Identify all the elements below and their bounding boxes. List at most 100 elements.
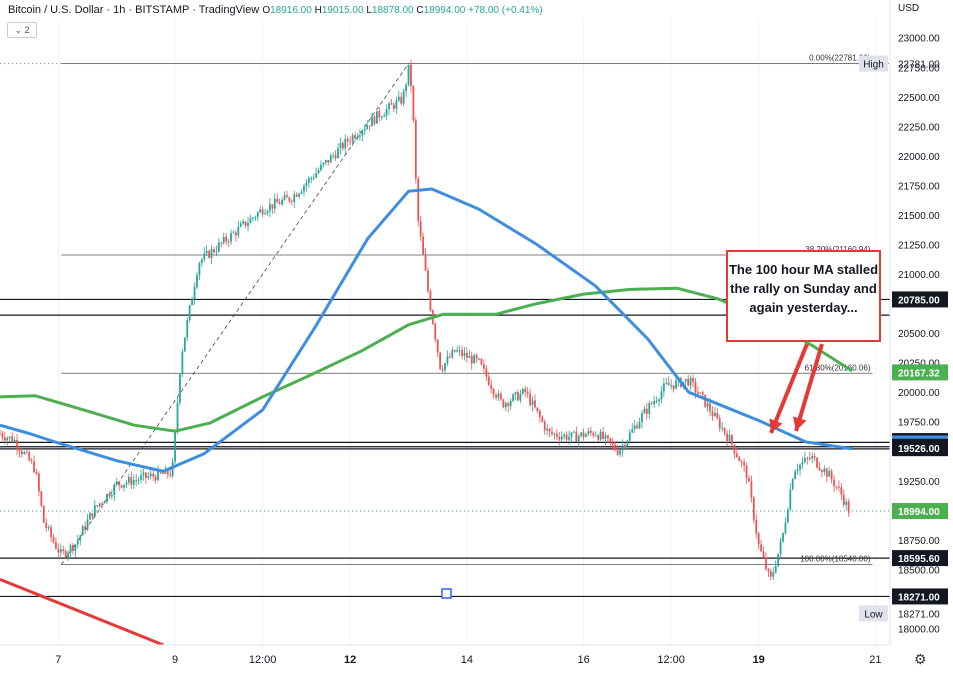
candle-body xyxy=(648,403,651,414)
candle-body xyxy=(587,430,590,435)
candle-body xyxy=(519,393,522,401)
candle-body xyxy=(247,222,249,227)
candle-body xyxy=(692,377,694,382)
candle-body xyxy=(81,526,84,536)
price-tick-label: 21000.00 xyxy=(898,270,940,281)
candle-body xyxy=(551,431,553,434)
candle-body xyxy=(611,442,614,445)
candle-body xyxy=(414,120,417,179)
candle-body xyxy=(818,467,821,471)
candle-body xyxy=(395,100,398,109)
candle-body xyxy=(174,430,176,462)
candle-body xyxy=(699,392,702,394)
candle-body xyxy=(283,195,286,200)
price-tick-label: 22500.00 xyxy=(898,93,940,104)
candle-body xyxy=(672,385,675,389)
candle-body xyxy=(529,393,532,406)
candle-body xyxy=(254,217,257,219)
price-badge-label: 20167.32 xyxy=(898,368,940,379)
candle-body xyxy=(196,275,198,288)
candle-body xyxy=(538,410,541,418)
candle-body xyxy=(166,468,169,475)
candle-body xyxy=(801,462,804,465)
candle-body xyxy=(203,253,206,260)
price-badge-label: 18595.60 xyxy=(898,554,940,565)
fib-level-label: 61.80%(20160.06) xyxy=(805,363,871,372)
candle-body xyxy=(803,457,806,463)
collapse-indicators-button[interactable]: ⌄ 2 xyxy=(7,22,37,38)
candle-body xyxy=(483,364,485,369)
candle-body xyxy=(349,141,352,143)
symbol-header[interactable]: Bitcoin / U.S. Dollar · 1h · BITSTAMP · … xyxy=(8,4,543,16)
candle-body xyxy=(334,155,337,159)
extreme-label-text: Low xyxy=(864,609,883,620)
candle-body xyxy=(628,432,631,441)
candle-body xyxy=(402,91,405,104)
candle-body xyxy=(757,533,760,545)
ma100-line xyxy=(0,187,853,473)
candle-body xyxy=(380,116,383,118)
gear-icon[interactable]: ⚙ xyxy=(914,651,927,667)
candle-body xyxy=(366,125,369,130)
candle-body xyxy=(791,479,794,490)
ma200-line xyxy=(0,286,853,433)
candle-body xyxy=(468,355,471,358)
candle-body xyxy=(74,544,77,551)
candle-body xyxy=(487,376,490,386)
candle-body xyxy=(363,129,366,131)
fib-trend-line xyxy=(60,63,409,565)
candle-body xyxy=(261,209,264,215)
candle-body xyxy=(667,382,670,386)
candle-body xyxy=(473,355,476,364)
candle-body xyxy=(619,450,621,455)
currency-menu[interactable]: USD xyxy=(898,3,920,14)
candle-body xyxy=(376,111,378,124)
candle-body xyxy=(599,431,602,440)
price-tick-label: 21250.00 xyxy=(898,240,940,251)
candle-body xyxy=(390,103,393,105)
candle-body xyxy=(106,493,108,502)
candle-body xyxy=(796,469,799,472)
candle-body xyxy=(808,458,811,460)
candle-body xyxy=(728,435,731,441)
price-tick-label: 22750.00 xyxy=(898,63,940,74)
candle-body xyxy=(470,355,473,364)
candle-body xyxy=(239,223,242,227)
candle-body xyxy=(176,402,179,431)
candle-body xyxy=(475,355,478,359)
candle-body xyxy=(575,431,578,442)
candle-body xyxy=(828,471,831,477)
candle-body xyxy=(23,452,26,455)
candle-body xyxy=(755,520,758,534)
fib-level-label: 38.20%(21160.94) xyxy=(805,245,871,254)
candle-body xyxy=(52,536,55,543)
candle-body xyxy=(410,64,412,87)
candle-body xyxy=(84,526,87,530)
candle-body xyxy=(524,388,527,393)
candle-body xyxy=(765,557,767,570)
candle-body xyxy=(774,566,777,573)
candle-body xyxy=(590,430,592,433)
candle-body xyxy=(383,115,386,117)
candle-body xyxy=(794,471,797,480)
candle-body xyxy=(225,236,228,242)
candle-body xyxy=(609,438,612,443)
candle-body xyxy=(101,503,104,505)
candle-body xyxy=(456,350,459,352)
time-tick-label: 14 xyxy=(461,654,473,666)
candle-body xyxy=(393,104,395,109)
candle-body xyxy=(358,135,361,137)
candle-body xyxy=(69,545,72,553)
candle-body xyxy=(614,444,617,451)
candle-body xyxy=(273,198,276,209)
candle-body xyxy=(47,527,50,529)
price-tick-label: 20500.00 xyxy=(898,329,940,340)
price-tick-label: 19750.00 xyxy=(898,418,940,429)
candle-body xyxy=(716,412,719,419)
candle-body xyxy=(108,493,111,497)
candle-body xyxy=(687,379,690,386)
candle-body xyxy=(714,412,716,417)
candle-body xyxy=(244,221,247,227)
candle-body xyxy=(276,198,279,203)
